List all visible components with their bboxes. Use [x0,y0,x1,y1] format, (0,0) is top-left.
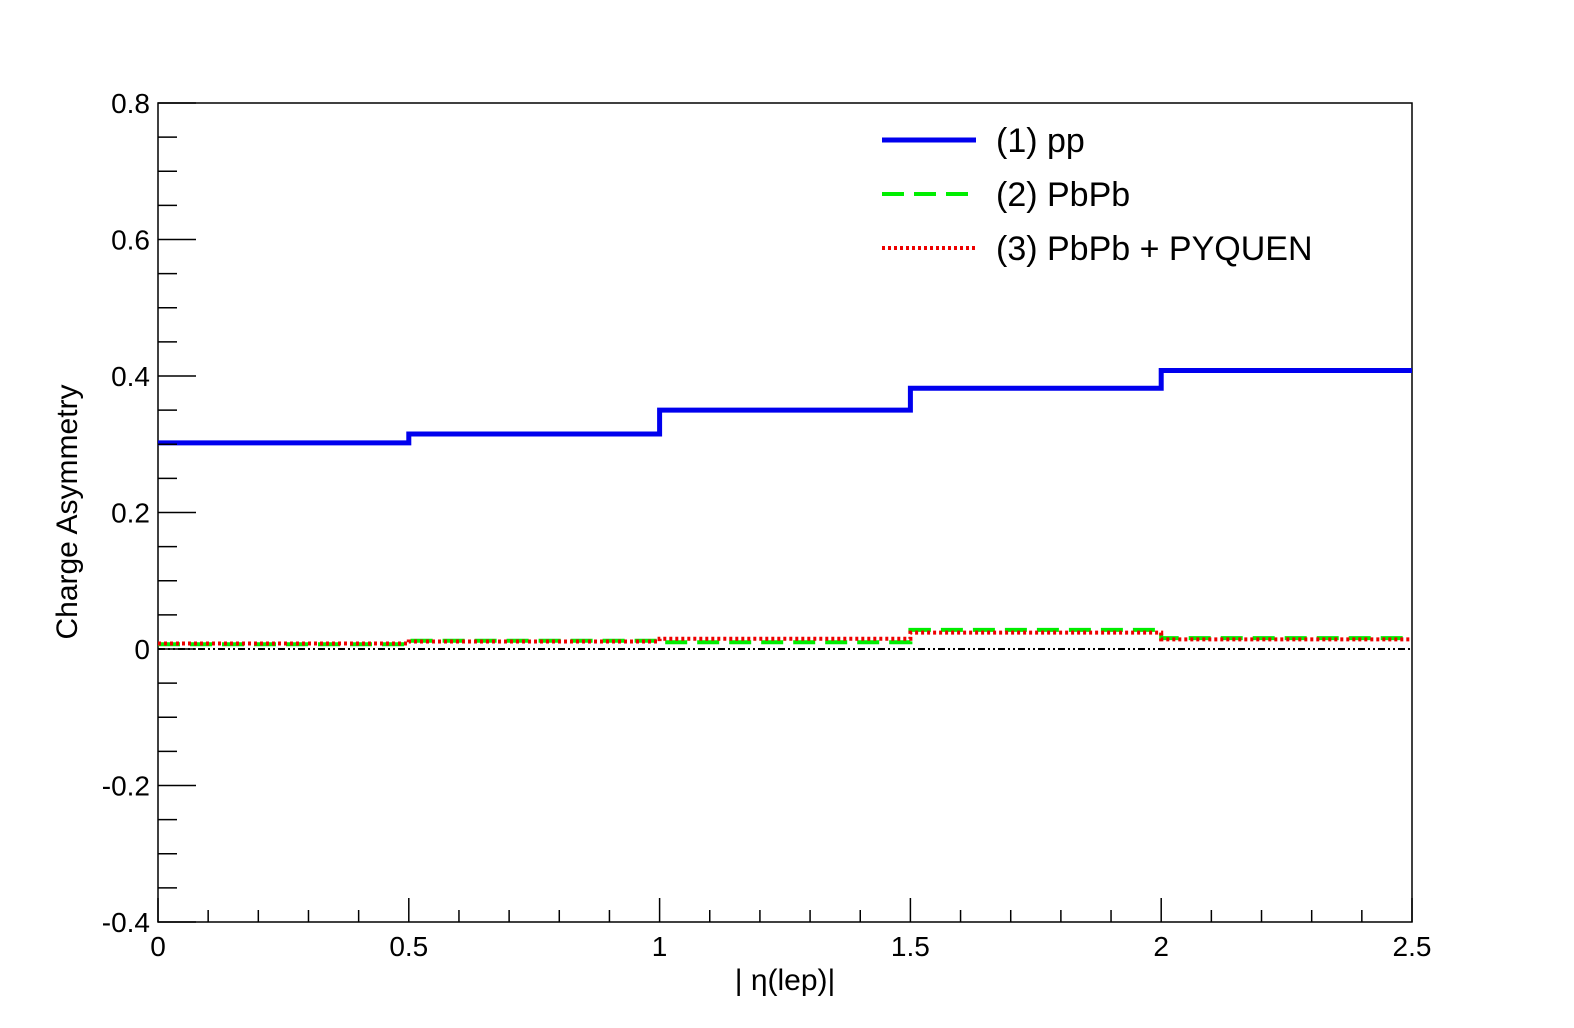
x-axis-title: | η(lep)| [735,964,836,997]
y-axis-title: Charge Asymmetry [51,384,84,639]
y-tick-label: 0.8 [111,88,150,119]
y-tick-label: 0 [134,634,150,665]
x-tick-label: 2.5 [1393,931,1432,962]
series-line-1 [158,368,1412,446]
axis-layer: 0 0.5 1 1.5 2 2.5 -0.4 -0.2 0 0.2 0.4 0.6 0.8 [102,88,1432,962]
series-layer [158,368,1412,647]
plot-frame-layer [157,102,1413,923]
x-tick-label: 0.5 [389,931,428,962]
y-tick-label: 0.6 [111,225,150,256]
legend-label-2: (2) PbPb [996,176,1130,214]
legend-label-3: (3) PbPb + PYQUEN [996,230,1313,268]
plot-frame [157,102,1413,923]
y-tick-label: 0.2 [111,498,150,529]
y-tick-label: 0.4 [111,361,150,392]
y-tick-label: -0.2 [102,771,150,802]
x-tick-label: 2 [1153,931,1169,962]
series-line-3 [158,630,1412,646]
x-tick-label: 1.5 [891,931,930,962]
x-tick-label: 1 [652,931,668,962]
legend: (1) pp (2) PbPb (3) PbPb + PYQUEN [882,122,1313,268]
y-tick-label: -0.4 [102,907,150,938]
x-tick-label: 0 [150,931,166,962]
legend-label-1: (1) pp [996,122,1085,160]
